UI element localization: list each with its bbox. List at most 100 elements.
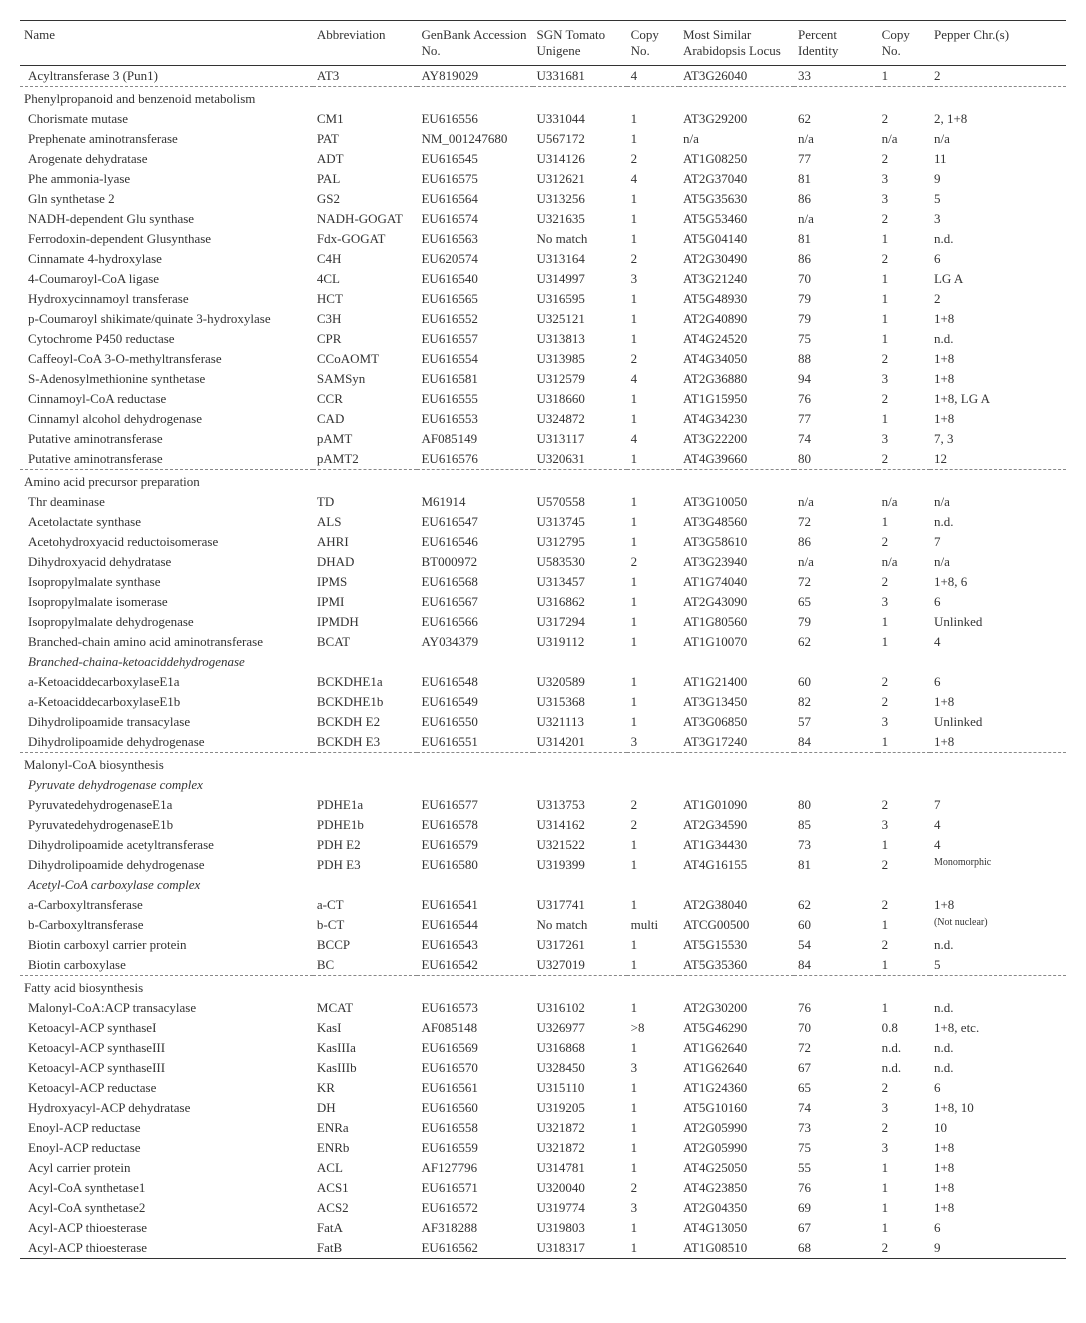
table-row: Arogenate dehydrataseADTEU616545U3141262… <box>20 149 1066 169</box>
cell: 1+8 <box>930 1178 1066 1198</box>
table-body: Acyltransferase 3 (Pun1)AT3AY819029U3316… <box>20 66 1066 1259</box>
cell: U312795 <box>533 532 627 552</box>
cell: Unlinked <box>930 712 1066 732</box>
cell: 60 <box>794 915 878 935</box>
cell: U317261 <box>533 935 627 955</box>
cell: Ketoacyl-ACP synthaseIII <box>20 1058 313 1078</box>
cell: DH <box>313 1098 418 1118</box>
cell: 76 <box>794 389 878 409</box>
cell: 1 <box>627 129 679 149</box>
cell: AT1G80560 <box>679 612 794 632</box>
col-copy2: Copy No. <box>878 21 930 66</box>
cell: 5 <box>930 955 1066 976</box>
cell: Ferrodoxin-dependent Glusynthase <box>20 229 313 249</box>
cell: U313256 <box>533 189 627 209</box>
cell: U319399 <box>533 855 627 875</box>
cell: Biotin carboxylase <box>20 955 313 976</box>
cell: U318317 <box>533 1238 627 1259</box>
cell: U313753 <box>533 795 627 815</box>
cell: AT4G24520 <box>679 329 794 349</box>
cell: BCKDHE1b <box>313 692 418 712</box>
cell: U313813 <box>533 329 627 349</box>
cell: EU616569 <box>417 1038 532 1058</box>
table-row: Isopropylmalate isomeraseIPMIEU616567U31… <box>20 592 1066 612</box>
cell: PAT <box>313 129 418 149</box>
cell: No match <box>533 915 627 935</box>
cell: 2 <box>878 935 930 955</box>
col-arab: Most Similar Arabidopsis Locus <box>679 21 794 66</box>
cell: EU616545 <box>417 149 532 169</box>
cell: 1 <box>627 189 679 209</box>
cell: 0.8 <box>878 1018 930 1038</box>
cell: 1 <box>627 672 679 692</box>
cell: 1 <box>627 1238 679 1259</box>
col-identity: Percent Identity <box>794 21 878 66</box>
cell: AT1G08250 <box>679 149 794 169</box>
table-row: Chorismate mutaseCM1EU616556U3310441AT3G… <box>20 109 1066 129</box>
cell: 3 <box>878 429 930 449</box>
cell: BC <box>313 955 418 976</box>
cell: Ketoacyl-ACP synthaseI <box>20 1018 313 1038</box>
cell: AT5G35630 <box>679 189 794 209</box>
cell: Isopropylmalate isomerase <box>20 592 313 612</box>
cell: PDHE1b <box>313 815 418 835</box>
cell: 1 <box>878 409 930 429</box>
cell: AT1G24360 <box>679 1078 794 1098</box>
cell: AT5G35360 <box>679 955 794 976</box>
cell: U324872 <box>533 409 627 429</box>
cell: TD <box>313 492 418 512</box>
cell: FatA <box>313 1218 418 1238</box>
cell: 1 <box>878 289 930 309</box>
cell: EU616557 <box>417 329 532 349</box>
col-sgn: SGN Tomato Unigene <box>533 21 627 66</box>
cell: n/a <box>794 129 878 149</box>
cell: U314126 <box>533 149 627 169</box>
cell: 70 <box>794 269 878 289</box>
cell: PDHE1a <box>313 795 418 815</box>
cell: AF085148 <box>417 1018 532 1038</box>
cell: NM_001247680 <box>417 129 532 149</box>
cell: 4 <box>627 369 679 389</box>
cell: 1 <box>627 632 679 652</box>
cell: AF085149 <box>417 429 532 449</box>
cell: Fdx-GOGAT <box>313 229 418 249</box>
cell: 81 <box>794 229 878 249</box>
cell: EU616574 <box>417 209 532 229</box>
cell: 12 <box>930 449 1066 470</box>
cell: U328450 <box>533 1058 627 1078</box>
cell: EU616567 <box>417 592 532 612</box>
cell: AT5G46290 <box>679 1018 794 1038</box>
cell: Caffeoyl-CoA 3-O-methyltransferase <box>20 349 313 369</box>
cell: 1+8, 6 <box>930 572 1066 592</box>
cell: U321872 <box>533 1138 627 1158</box>
cell: U320589 <box>533 672 627 692</box>
cell: EU616571 <box>417 1178 532 1198</box>
cell: Isopropylmalate synthase <box>20 572 313 592</box>
cell: 67 <box>794 1058 878 1078</box>
cell: CAD <box>313 409 418 429</box>
cell: 2 <box>878 672 930 692</box>
table-row: NADH-dependent Glu synthaseNADH-GOGATEU6… <box>20 209 1066 229</box>
cell: PAL <box>313 169 418 189</box>
cell: Cytochrome P450 reductase <box>20 329 313 349</box>
cell: AT5G15530 <box>679 935 794 955</box>
cell: 1+8 <box>930 732 1066 753</box>
table-row: Acyl-ACP thioesteraseFatAAF318288U319803… <box>20 1218 1066 1238</box>
cell: Dihydrolipoamide dehydrogenase <box>20 855 313 875</box>
cell: Cinnamate 4-hydroxylase <box>20 249 313 269</box>
table-row: Acyl carrier proteinACLAF127796U3147811A… <box>20 1158 1066 1178</box>
cell: FatB <box>313 1238 418 1259</box>
cell: 2 <box>930 66 1066 87</box>
cell: pAMT2 <box>313 449 418 470</box>
cell: 6 <box>930 1218 1066 1238</box>
table-row: Ferrodoxin-dependent GlusynthaseFdx-GOGA… <box>20 229 1066 249</box>
cell: AT3G58610 <box>679 532 794 552</box>
cell: 1 <box>627 855 679 875</box>
cell: 1 <box>627 998 679 1018</box>
table-row: Cinnamyl alcohol dehydrogenaseCADEU61655… <box>20 409 1066 429</box>
cell: 1 <box>627 109 679 129</box>
cell: U331681 <box>533 66 627 87</box>
cell: 1 <box>627 289 679 309</box>
cell: 2 <box>878 855 930 875</box>
cell: EU616542 <box>417 955 532 976</box>
